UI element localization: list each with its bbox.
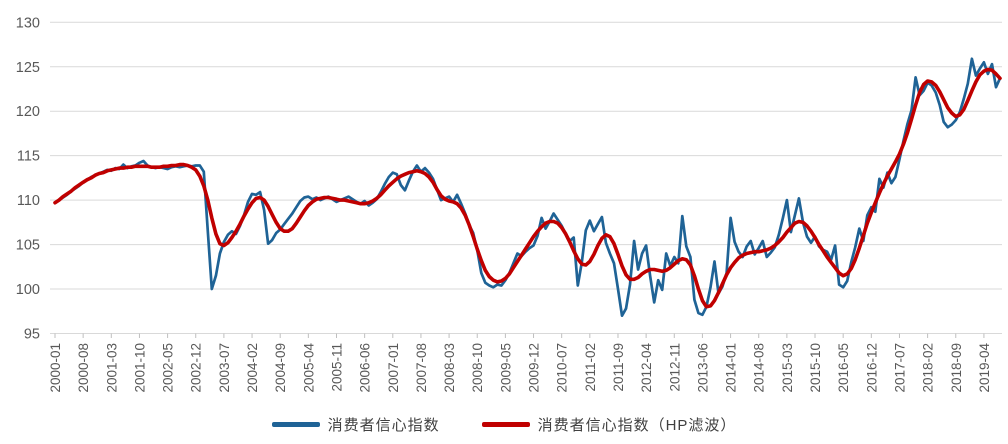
x-tick-label: 2007-01 (386, 343, 401, 393)
x-tick-label: 2009-12 (527, 343, 542, 393)
x-tick-label: 2018-09 (949, 343, 964, 393)
y-tick-label: 115 (17, 149, 40, 165)
x-tick-label: 2006-06 (358, 343, 373, 393)
x-tick-label: 2001-10 (132, 343, 147, 393)
x-tick-label: 2002-12 (189, 343, 204, 393)
legend-label-hp: 消费者信心指数（HP滤波） (537, 417, 737, 434)
y-tick-label: 100 (16, 282, 40, 298)
y-tick-label: 125 (16, 60, 40, 76)
legend-swatch-raw-line (271, 422, 320, 427)
x-tick-label: 2014-08 (752, 343, 767, 393)
x-tick-label: 2004-02 (245, 343, 260, 393)
series-line-raw (53, 57, 1002, 318)
legend-item-raw: 消费者信心指数 (271, 414, 440, 435)
x-tick-label: 2009-05 (498, 343, 513, 393)
x-tick-label: 2017-07 (892, 343, 907, 393)
legend-item-hp: 消费者信心指数（HP滤波） (481, 414, 737, 435)
x-tick-label: 2011-02 (583, 343, 598, 392)
y-tick-label: 95 (24, 327, 40, 343)
legend-swatch-hp-line (481, 422, 530, 427)
chart-legend: 消费者信心指数 消费者信心指数（HP滤波） (0, 414, 1008, 435)
x-tick-label: 2013-06 (695, 343, 710, 393)
x-tick-label: 2008-10 (470, 343, 485, 393)
x-tick-label: 2000-01 (48, 343, 63, 393)
x-tick-label: 2007-08 (414, 343, 429, 393)
x-tick-label: 2005-04 (301, 343, 316, 393)
x-tick-label: 2011-09 (611, 343, 626, 392)
legend-label-raw: 消费者信心指数 (327, 417, 440, 434)
x-tick-label: 2010-07 (555, 343, 570, 393)
y-tick-label: 105 (16, 238, 40, 254)
x-tick-label: 2012-04 (639, 343, 654, 393)
x-tick-label: 2012-11 (667, 343, 682, 392)
x-tick-label: 2001-03 (104, 343, 119, 393)
x-tick-label: 2000-08 (76, 343, 91, 393)
x-tick-label: 2003-07 (217, 343, 232, 393)
x-tick-label: 2019-04 (977, 343, 992, 393)
x-tick-label: 2016-05 (836, 343, 851, 393)
y-tick-label: 130 (16, 15, 40, 31)
series-line-hp (53, 67, 1002, 309)
x-tick-label: 2016-12 (864, 343, 879, 393)
x-tick-label: 2015-10 (808, 343, 823, 393)
x-tick-label: 2014-01 (724, 343, 739, 393)
x-tick-label: 2008-03 (442, 343, 457, 393)
y-tick-label: 110 (17, 193, 40, 209)
x-tick-label: 2015-03 (780, 343, 795, 393)
x-tick-label: 2004-09 (273, 343, 288, 393)
y-tick-label: 120 (16, 104, 40, 120)
x-tick-label: 2005-11 (329, 343, 344, 392)
x-tick-label: 2002-05 (161, 343, 176, 393)
x-tick-label: 2018-02 (921, 343, 936, 393)
